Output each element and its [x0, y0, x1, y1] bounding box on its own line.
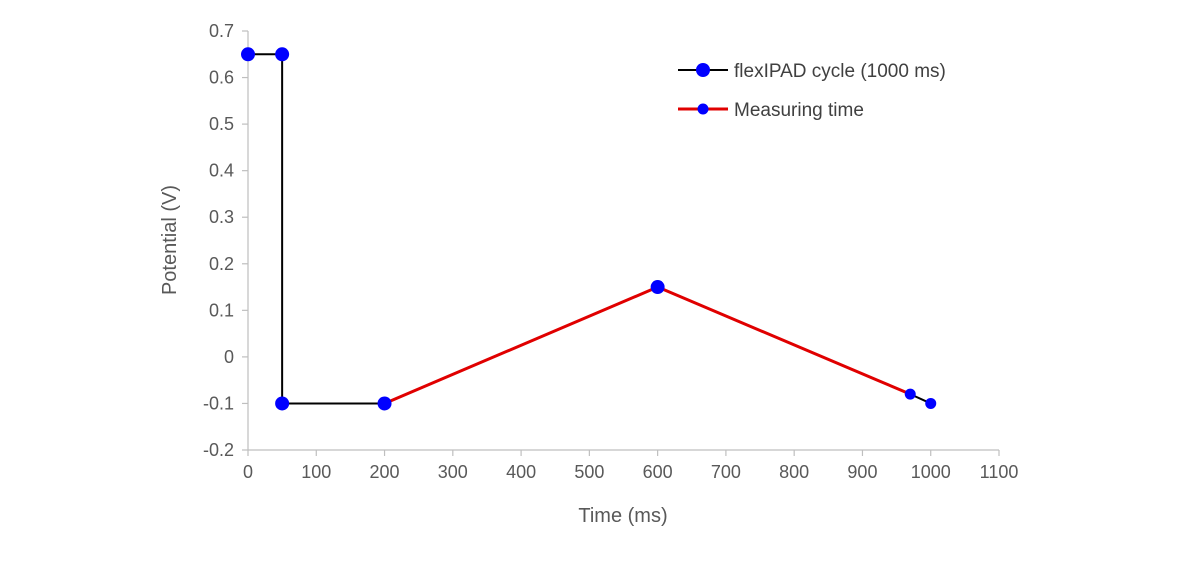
- legend-label: flexIPAD cycle (1000 ms): [734, 61, 946, 82]
- x-tick-label: 400: [506, 462, 536, 482]
- x-tick-label: 0: [243, 462, 253, 482]
- x-tick-label: 700: [711, 462, 741, 482]
- y-tick-label: 0.4: [209, 161, 234, 181]
- y-tick-label: 0: [224, 347, 234, 367]
- y-tick-label: 0.3: [209, 207, 234, 227]
- y-tick-label: -0.2: [203, 440, 234, 460]
- y-tick-label: -0.1: [203, 393, 234, 413]
- x-tick-label: 900: [847, 462, 877, 482]
- legend-swatch-marker: [696, 63, 710, 77]
- y-tick-label: 0.2: [209, 254, 234, 274]
- x-tick-label: 1100: [980, 462, 1019, 482]
- x-tick-label: 500: [574, 462, 604, 482]
- series-layer: [241, 47, 937, 411]
- y-tick-label: 0.6: [209, 68, 234, 88]
- series-cycle-point: [925, 397, 937, 409]
- series-cycle-point: [275, 47, 290, 62]
- y-tick-label: 0.7: [209, 21, 234, 41]
- x-tick-label: 800: [779, 462, 809, 482]
- x-tick-label: 300: [438, 462, 468, 482]
- x-tick-label: 200: [370, 462, 400, 482]
- series-cycle-point: [904, 388, 916, 400]
- series-cycle-point: [377, 396, 392, 411]
- legend-label: Measuring time: [734, 100, 864, 121]
- series-measuring-line: [383, 285, 911, 405]
- series-measuring-point: [650, 280, 665, 295]
- x-tick-label: 600: [643, 462, 673, 482]
- series-cycle-point: [241, 47, 255, 62]
- y-tick-label: 0.5: [209, 114, 234, 134]
- y-axis-title: Potential (V): [159, 185, 181, 295]
- y-tick-label: 0.1: [209, 300, 234, 320]
- axes: 0 100 200 300 400 500 600 700 800 900 1000 1100 -0.2…: [203, 21, 1018, 482]
- x-axis-title: Time (ms): [578, 505, 667, 527]
- legend: flexIPAD cycle (1000 ms) Measuring time: [678, 61, 946, 121]
- series-cycle-point: [275, 396, 290, 411]
- legend-swatch-marker: [697, 103, 709, 115]
- x-tick-label: 1000: [911, 462, 951, 482]
- x-tick-label: 100: [301, 462, 331, 482]
